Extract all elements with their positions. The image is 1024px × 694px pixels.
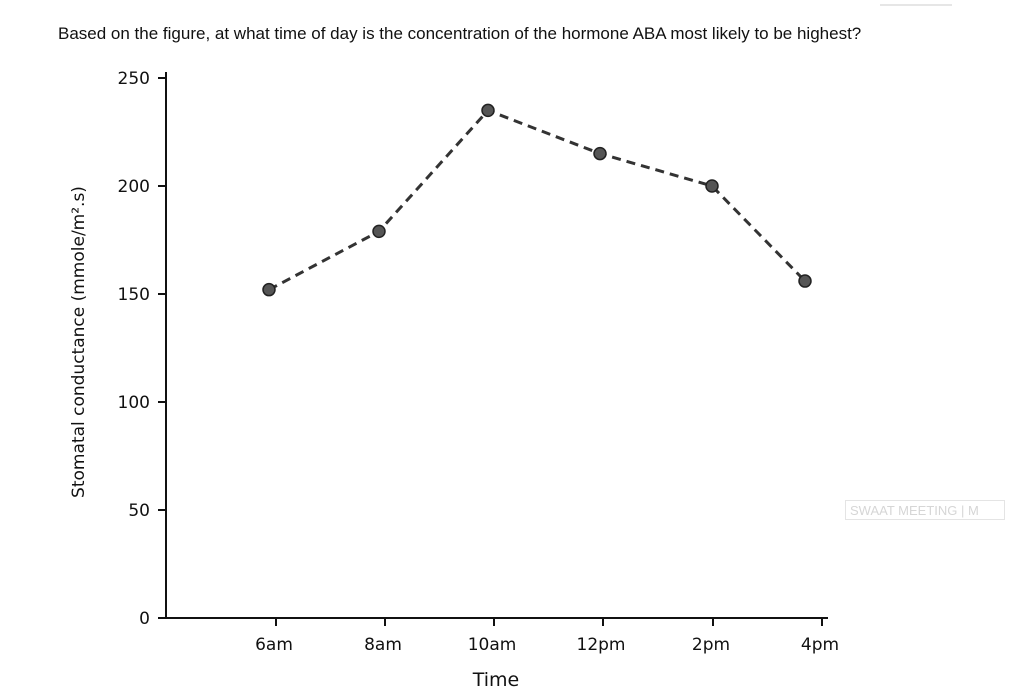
y-tick-label: 200 [118,177,150,197]
x-tick-label: 10am [468,635,517,655]
series-line [268,108,807,292]
data-point [262,282,276,297]
x-tick-label: 6am [255,635,293,655]
y-tick-label: 100 [118,393,150,413]
y-axis-label: Stomatal conductance (mmole/m².s) [69,186,89,498]
question-text: Based on the figure, at what time of day… [58,24,862,43]
top-divider-line [880,4,952,6]
data-point [372,224,386,239]
y-tick-label: 150 [118,285,150,305]
data-point [798,274,812,288]
y-tick-label: 50 [128,501,150,521]
data-point [705,179,719,193]
x-tick-label: 2pm [692,635,730,655]
data-point [481,103,495,118]
x-tick-label: 8am [364,635,402,655]
chart-ticks: 0 50 100 150 200 250 6am 8am 10am 12pm 2pm 4pm [118,69,840,655]
x-tick-label: 4pm [801,635,839,655]
chart-axes [165,72,828,619]
y-tick-label: 250 [118,69,150,89]
y-tick-label: 0 [139,609,150,629]
watermark-text: SWAAT MEETING | M [845,500,1005,520]
x-tick-label: 12pm [577,635,626,655]
data-point [593,146,607,161]
x-axis-label: Time [472,669,520,691]
chart-series [262,103,812,297]
